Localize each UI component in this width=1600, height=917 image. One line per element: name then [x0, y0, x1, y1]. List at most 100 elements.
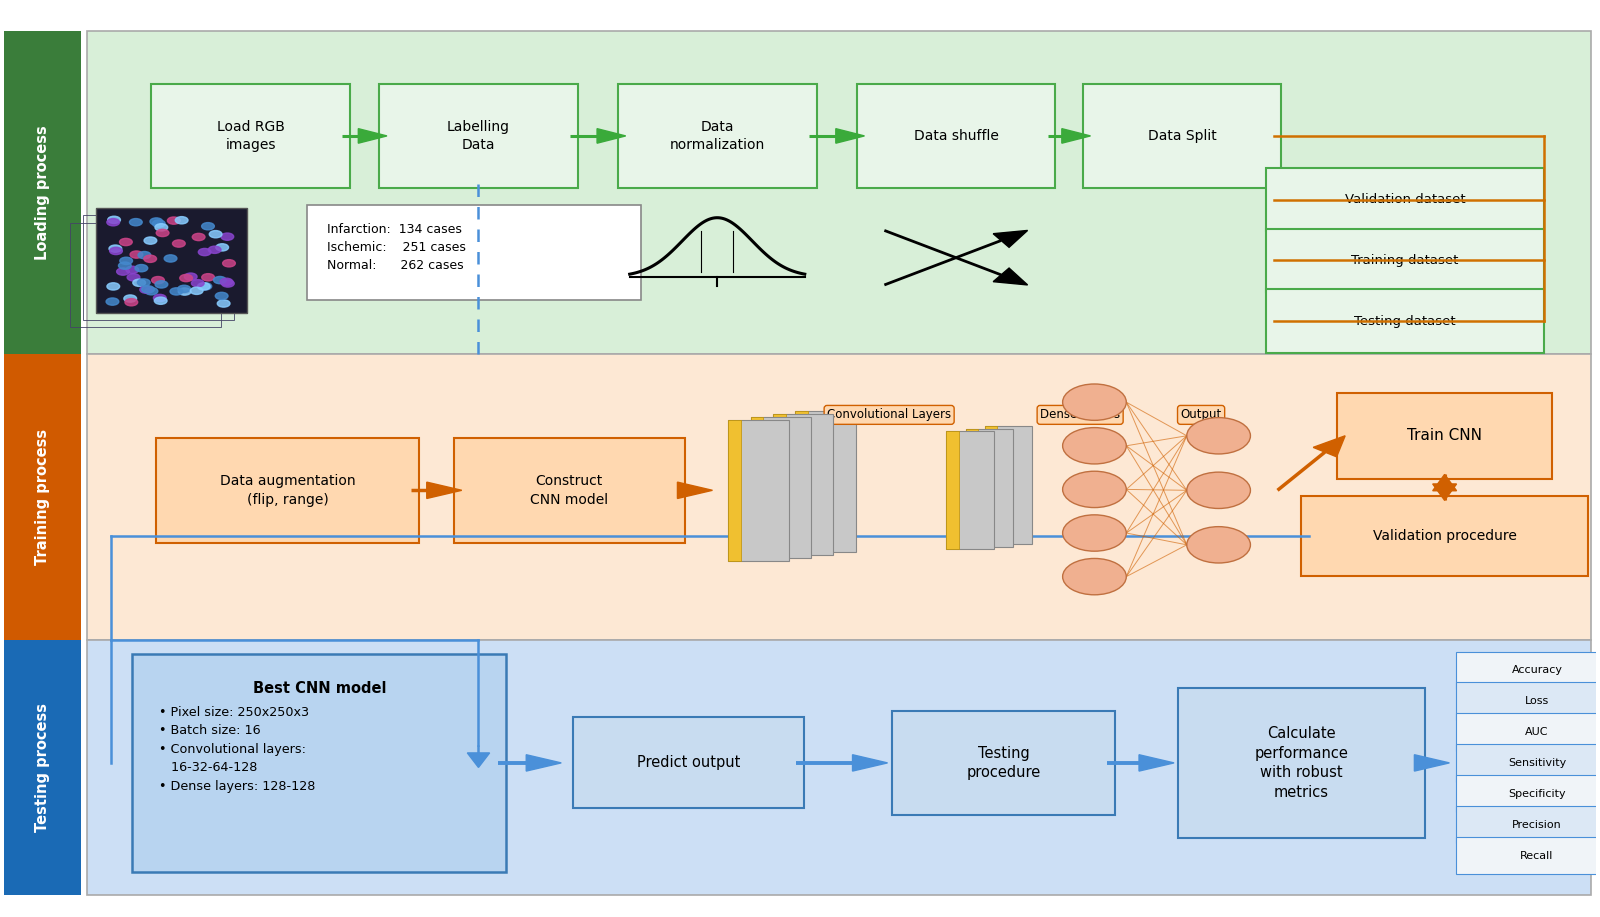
Polygon shape — [1139, 755, 1174, 771]
FancyBboxPatch shape — [1456, 682, 1600, 720]
Circle shape — [144, 255, 157, 262]
FancyBboxPatch shape — [5, 354, 80, 640]
Text: Convolutional Layers: Convolutional Layers — [827, 408, 950, 422]
Circle shape — [1187, 417, 1251, 454]
Circle shape — [133, 279, 146, 286]
FancyBboxPatch shape — [86, 31, 1590, 354]
Polygon shape — [853, 755, 888, 771]
Circle shape — [146, 288, 158, 295]
Circle shape — [152, 277, 165, 283]
Text: Training process: Training process — [35, 429, 50, 565]
Circle shape — [138, 279, 150, 286]
Circle shape — [202, 273, 214, 281]
FancyBboxPatch shape — [795, 411, 856, 552]
Circle shape — [152, 220, 165, 227]
Circle shape — [1062, 558, 1126, 595]
Circle shape — [117, 268, 130, 275]
Circle shape — [170, 288, 182, 295]
FancyBboxPatch shape — [1083, 83, 1282, 188]
FancyBboxPatch shape — [573, 717, 803, 809]
FancyBboxPatch shape — [86, 354, 1590, 640]
FancyBboxPatch shape — [157, 438, 419, 543]
Text: Sensitivity: Sensitivity — [1507, 758, 1566, 768]
FancyBboxPatch shape — [1456, 713, 1600, 751]
FancyBboxPatch shape — [1338, 392, 1552, 479]
Circle shape — [1187, 526, 1251, 563]
Text: Data augmentation
(flip, range): Data augmentation (flip, range) — [219, 474, 355, 506]
Circle shape — [168, 217, 181, 225]
FancyBboxPatch shape — [379, 83, 578, 188]
Text: AUC: AUC — [1525, 727, 1549, 737]
Polygon shape — [1414, 755, 1450, 771]
Circle shape — [134, 264, 147, 271]
Circle shape — [197, 282, 210, 290]
Circle shape — [150, 218, 163, 226]
Polygon shape — [1432, 484, 1456, 501]
Polygon shape — [994, 268, 1027, 285]
Text: Data shuffle: Data shuffle — [914, 129, 998, 143]
Text: • Pixel size: 250x250x3
• Batch size: 16
• Convolutional layers:
   16-32-64-128: • Pixel size: 250x250x3 • Batch size: 16… — [160, 706, 315, 792]
FancyBboxPatch shape — [750, 417, 763, 558]
Circle shape — [138, 251, 150, 259]
Circle shape — [165, 255, 178, 262]
Polygon shape — [677, 482, 712, 499]
Circle shape — [218, 300, 230, 307]
FancyBboxPatch shape — [773, 414, 834, 555]
Text: Best CNN model: Best CNN model — [253, 681, 386, 696]
Circle shape — [173, 240, 186, 248]
Circle shape — [178, 288, 190, 295]
FancyBboxPatch shape — [965, 428, 1013, 547]
FancyBboxPatch shape — [728, 420, 789, 560]
FancyBboxPatch shape — [728, 420, 741, 560]
Circle shape — [139, 286, 152, 293]
Circle shape — [190, 287, 203, 294]
Text: Construct
CNN model: Construct CNN model — [530, 474, 608, 506]
Text: Testing process: Testing process — [35, 703, 50, 832]
Circle shape — [198, 249, 211, 256]
Text: Loading process: Loading process — [35, 126, 50, 260]
FancyBboxPatch shape — [773, 414, 786, 555]
Circle shape — [130, 251, 142, 259]
Circle shape — [1062, 471, 1126, 508]
Text: Specificity: Specificity — [1509, 789, 1566, 799]
Circle shape — [221, 280, 234, 287]
FancyBboxPatch shape — [86, 640, 1590, 895]
FancyBboxPatch shape — [1456, 775, 1600, 812]
FancyBboxPatch shape — [795, 411, 808, 552]
Circle shape — [110, 248, 122, 255]
Circle shape — [192, 280, 205, 287]
Circle shape — [125, 299, 138, 306]
FancyBboxPatch shape — [133, 654, 506, 872]
Circle shape — [176, 216, 189, 224]
Circle shape — [222, 260, 235, 267]
FancyBboxPatch shape — [1266, 228, 1544, 293]
Circle shape — [179, 274, 192, 282]
Circle shape — [178, 285, 190, 293]
FancyBboxPatch shape — [947, 431, 994, 549]
Polygon shape — [467, 753, 490, 768]
Circle shape — [123, 295, 136, 303]
FancyBboxPatch shape — [1266, 168, 1544, 231]
Circle shape — [1187, 472, 1251, 509]
Circle shape — [155, 224, 168, 231]
Circle shape — [107, 218, 120, 226]
Circle shape — [208, 246, 221, 253]
Polygon shape — [526, 755, 562, 771]
Circle shape — [120, 238, 133, 246]
Circle shape — [142, 286, 154, 293]
Text: Recall: Recall — [1520, 851, 1554, 860]
Circle shape — [221, 233, 234, 240]
Circle shape — [210, 230, 222, 238]
Polygon shape — [994, 230, 1027, 248]
Text: Data
normalization: Data normalization — [670, 120, 765, 152]
Circle shape — [107, 216, 120, 224]
Circle shape — [157, 229, 170, 237]
Polygon shape — [1062, 128, 1091, 143]
Circle shape — [192, 233, 205, 240]
Polygon shape — [358, 128, 387, 143]
Circle shape — [144, 237, 157, 244]
Text: Testing dataset: Testing dataset — [1354, 315, 1456, 327]
Circle shape — [1062, 514, 1126, 551]
FancyBboxPatch shape — [1266, 290, 1544, 353]
FancyBboxPatch shape — [1301, 496, 1587, 576]
